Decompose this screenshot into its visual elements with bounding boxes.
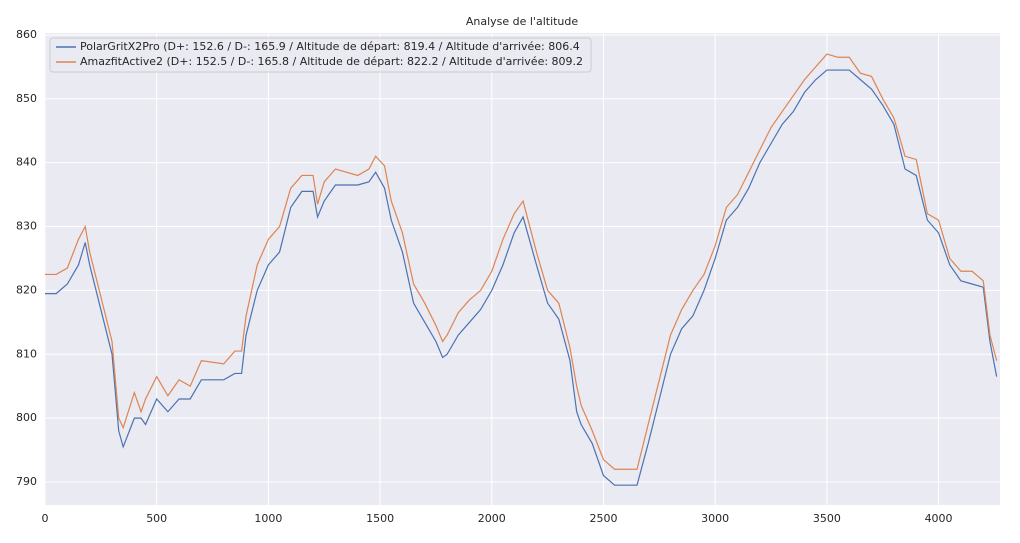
x-tick-label: 3500	[813, 512, 841, 525]
y-tick-label: 830	[16, 220, 37, 233]
plot-area	[45, 33, 1000, 505]
legend-label: AmazfitActive2 (D+: 152.5 / D-: 165.8 / …	[80, 55, 583, 68]
legend: PolarGritX2Pro (D+: 152.6 / D-: 165.9 / …	[49, 37, 592, 73]
y-tick-label: 860	[16, 28, 37, 41]
chart-title: Analyse de l'altitude	[466, 15, 579, 28]
series-line	[45, 69, 998, 486]
x-tick-label: 500	[146, 512, 167, 525]
y-tick-label: 810	[16, 347, 37, 360]
x-tick-label: 4000	[925, 512, 953, 525]
series-line	[45, 53, 998, 470]
x-tick-label: 1500	[366, 512, 394, 525]
legend-box	[49, 37, 592, 73]
y-tick-label: 820	[16, 283, 37, 296]
y-tick-label: 800	[16, 411, 37, 424]
x-tick-label: 1000	[254, 512, 282, 525]
y-tick-label: 850	[16, 92, 37, 105]
x-tick-label: 2500	[589, 512, 617, 525]
x-tick-label: 2000	[478, 512, 506, 525]
legend-label: PolarGritX2Pro (D+: 152.6 / D-: 165.9 / …	[80, 40, 580, 53]
y-tick-label: 840	[16, 156, 37, 169]
x-tick-label: 3000	[701, 512, 729, 525]
y-tick-label: 790	[16, 475, 37, 488]
x-tick-label: 0	[42, 512, 49, 525]
